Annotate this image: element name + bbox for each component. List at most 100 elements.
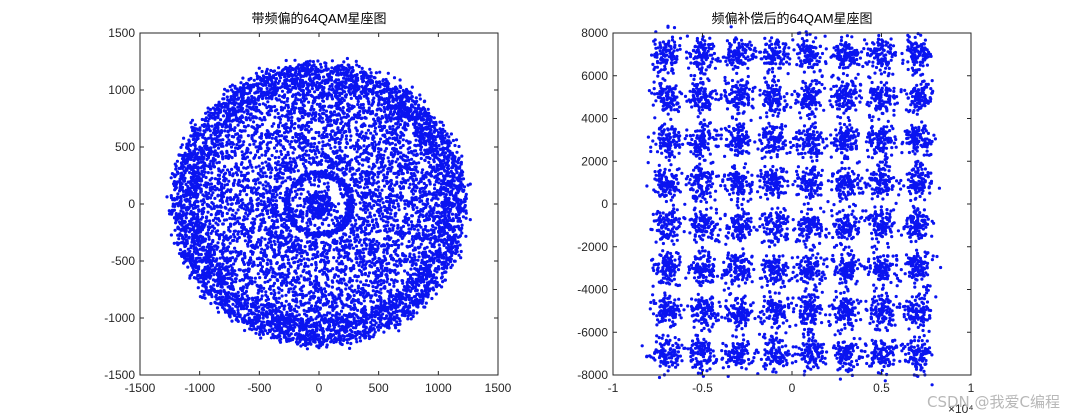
plot-left-point [269, 175, 273, 179]
plot-left-point [228, 222, 233, 226]
plot-left-point [406, 272, 410, 276]
plot-left-point [415, 153, 419, 157]
plot-left-point [248, 281, 252, 285]
plot-left-point [283, 168, 287, 172]
plot-left-point [207, 191, 211, 195]
plot-left-point [321, 150, 325, 154]
plot-left-point [369, 205, 373, 209]
plot-left-point [323, 208, 327, 212]
plot-left-point [239, 134, 243, 138]
plot-left-point [310, 194, 314, 198]
plot-left-point [278, 275, 282, 279]
plot-left-point [381, 156, 385, 161]
plot-left-point [355, 279, 359, 283]
plot-left-point [407, 230, 411, 234]
plot-left-point [360, 158, 364, 162]
plot-left-point [335, 149, 339, 153]
plot-left-point [287, 287, 291, 291]
plot-left-point [367, 143, 371, 148]
plot-left-point [217, 235, 222, 239]
plot-left-point [378, 191, 382, 195]
plot-left-point [285, 189, 289, 193]
plot-left-point [382, 224, 386, 228]
plot-left-point [301, 153, 305, 158]
plot-left-point [378, 214, 382, 218]
plot-left-point [332, 221, 336, 226]
plot-left-point [395, 133, 399, 137]
plot-left-point [322, 218, 326, 222]
plot-left-point [385, 269, 389, 273]
plot-left-point [385, 129, 389, 133]
plot-left-point [305, 172, 309, 176]
plot-left-point [313, 114, 318, 118]
plot-left-point [326, 185, 330, 189]
plot-left-point [330, 218, 334, 222]
plot-left-point [216, 193, 220, 197]
plot-left-point [293, 99, 297, 103]
plot-left-point [390, 165, 394, 169]
plot-left-point [271, 248, 275, 252]
plot-left-point [348, 207, 352, 211]
plot-left-point [363, 226, 368, 230]
plot-left-point [339, 121, 343, 126]
plot-left-point [412, 253, 416, 257]
plot-left-point [327, 293, 331, 297]
plot-left-point [271, 284, 275, 288]
plot-left-point [320, 290, 324, 294]
plot-left-point [326, 275, 330, 279]
plot-left-point [326, 181, 330, 185]
plot-left-point [403, 128, 407, 132]
plot-left-point [424, 183, 429, 188]
plot-left-point [216, 241, 220, 245]
plot-left-point [277, 176, 281, 180]
plot-left-point [310, 104, 314, 108]
plot-left-point [382, 140, 386, 144]
plot-left-point [299, 254, 304, 258]
plot-left-point [320, 96, 324, 100]
plot-left-point [305, 235, 309, 239]
plot-left-point [276, 225, 280, 229]
plot-left-point [408, 140, 412, 144]
plot-left-point [359, 124, 363, 128]
plot-left-point [294, 92, 298, 96]
plot-left-point [419, 242, 423, 246]
plot-left-point [265, 246, 269, 250]
plot-left-point [401, 281, 405, 285]
plot-left-point [335, 304, 339, 308]
plot-left-point [276, 235, 280, 239]
plot-left-point [364, 279, 368, 283]
plot-left-point [327, 138, 331, 142]
plot-left-point [374, 221, 379, 225]
plot-left-point [412, 179, 416, 183]
plot-left-point [211, 218, 215, 222]
plot-left-point [301, 103, 305, 107]
plot-left-point [233, 235, 237, 239]
plot-left-point [274, 203, 279, 207]
plot-left-point [363, 263, 367, 267]
plot-left-point [317, 134, 321, 138]
plot-left-point [255, 202, 259, 206]
plot-left-point [407, 239, 411, 244]
plot-left-point [230, 202, 234, 206]
plot-left-point [408, 182, 412, 186]
plot-left-point [293, 122, 297, 126]
plot-left-point [331, 113, 335, 117]
plot-left-point [253, 217, 257, 221]
plot-left-point [299, 226, 304, 230]
plot-left-point [354, 251, 358, 255]
plot-left-point [362, 138, 366, 142]
plot-left-point [401, 235, 405, 239]
plot-left-point [307, 218, 311, 222]
plot-left-point [356, 102, 360, 107]
plot-left-point [362, 259, 366, 263]
plot-left-point [313, 247, 317, 251]
plot-left-point [320, 147, 324, 151]
plot-left-point [225, 143, 229, 147]
plot-left-point [309, 183, 314, 187]
plot-left-point [362, 200, 366, 204]
plot-left-point [246, 263, 251, 267]
plot-left-point [313, 152, 317, 156]
plot-left-point [360, 116, 364, 120]
plot-left-point [342, 255, 346, 260]
